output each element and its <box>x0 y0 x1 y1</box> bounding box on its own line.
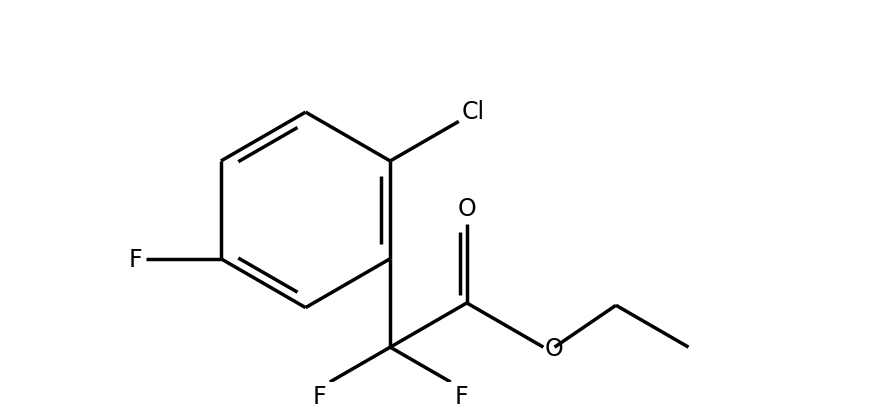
Text: F: F <box>313 384 326 408</box>
Text: O: O <box>545 336 563 360</box>
Text: F: F <box>129 247 142 271</box>
Text: O: O <box>458 197 476 220</box>
Text: Cl: Cl <box>461 100 485 124</box>
Text: F: F <box>454 384 468 408</box>
